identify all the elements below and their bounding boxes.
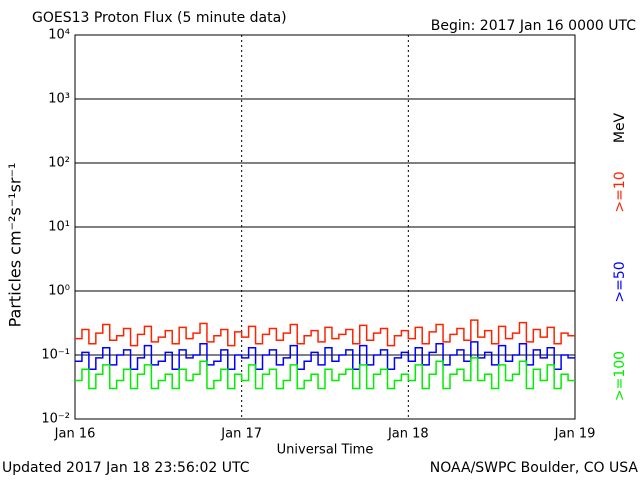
footer-left: Updated 2017 Jan 18 23:56:02 UTC xyxy=(2,460,250,476)
y-tick-label: 10⁰ xyxy=(48,284,70,299)
x-tick-label: Jan 17 xyxy=(220,427,262,442)
y-tick-label: 10² xyxy=(48,156,70,171)
series-line xyxy=(75,341,575,370)
x-axis-label: Universal Time xyxy=(277,443,374,458)
y-tick-label: 10⁻¹ xyxy=(41,348,70,363)
chart-title: GOES13 Proton Flux (5 minute data) xyxy=(32,10,287,26)
y-axis-label: Particles cm⁻²s⁻¹sr⁻¹ xyxy=(6,163,25,328)
legend-unit: MeV xyxy=(612,112,628,143)
legend-entry: >=10 xyxy=(612,171,628,212)
y-tick-label: 10³ xyxy=(48,92,70,107)
series-line xyxy=(75,319,575,347)
footer-right: NOAA/SWPC Boulder, CO USA xyxy=(430,460,639,476)
x-tick-label: Jan 16 xyxy=(54,427,96,442)
x-tick-label: Jan 18 xyxy=(387,427,429,442)
x-tick-label: Jan 19 xyxy=(554,427,596,442)
y-tick-label: 10⁴ xyxy=(48,28,70,43)
legend-entry: >=50 xyxy=(612,261,628,302)
y-tick-label: 10¹ xyxy=(48,220,70,235)
legend-entry: >=100 xyxy=(612,351,628,401)
plot-frame xyxy=(74,34,576,420)
chart-subtitle: Begin: 2017 Jan 16 0000 UTC xyxy=(431,18,636,34)
series-line xyxy=(75,357,575,390)
y-tick-label: 10⁻² xyxy=(41,412,70,427)
